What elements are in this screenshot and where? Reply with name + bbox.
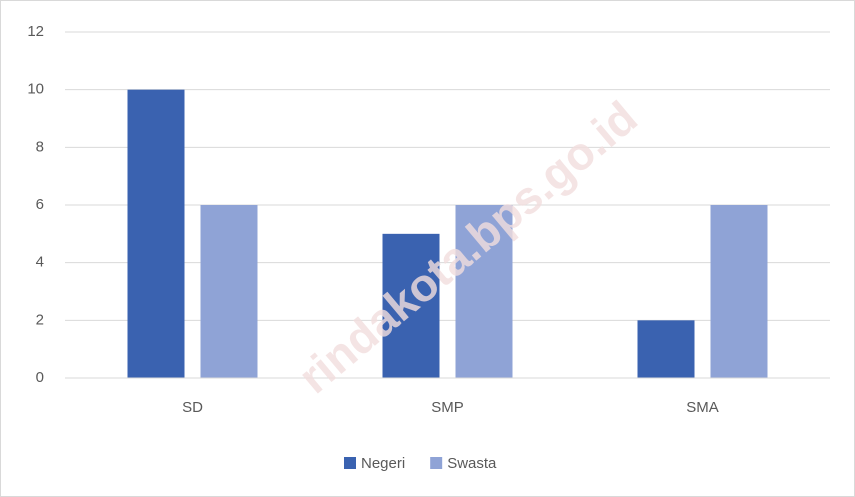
legend-swatch [430,457,443,469]
y-tick-label: 0 [36,369,44,386]
x-tick-label: SD [182,399,203,416]
x-tick-label: SMP [431,399,464,416]
y-tick-label: 6 [36,196,44,213]
y-tick-label: 8 [36,138,44,155]
legend-label: Negeri [361,455,405,472]
bar [637,320,695,378]
bar [127,89,185,379]
bar [200,205,258,378]
y-tick-label: 2 [36,311,44,328]
bar [455,205,513,378]
bar [710,205,768,378]
y-tick-label: 12 [27,23,44,40]
y-tick-label: 10 [27,81,44,98]
y-tick-label: 4 [36,254,44,271]
bar [382,233,440,378]
x-tick-label: SMA [686,399,719,416]
legend-swatch [344,457,356,469]
legend-label: Swasta [447,455,497,472]
